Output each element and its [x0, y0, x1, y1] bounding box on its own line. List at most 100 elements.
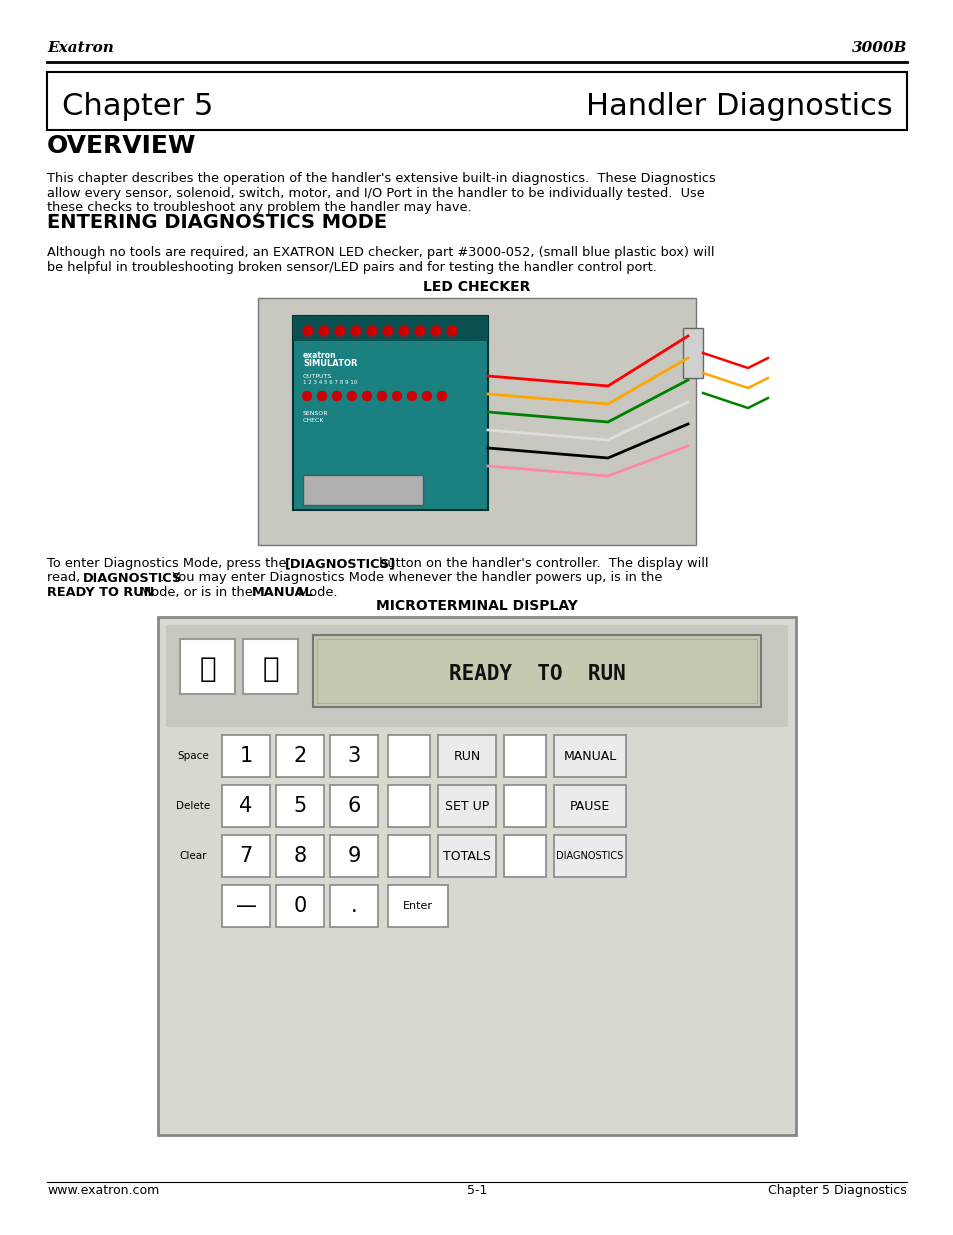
- Bar: [503, 835, 545, 877]
- Bar: [158, 618, 795, 1135]
- Bar: [437, 835, 496, 877]
- Circle shape: [333, 391, 341, 400]
- Text: 2: 2: [294, 746, 306, 766]
- Bar: [316, 638, 757, 703]
- Text: button on the handler's controller.  The display will: button on the handler's controller. The …: [375, 557, 708, 571]
- Bar: [303, 475, 422, 505]
- Bar: [293, 316, 488, 341]
- Bar: [388, 885, 448, 927]
- Circle shape: [447, 326, 456, 336]
- Circle shape: [431, 326, 440, 336]
- Circle shape: [347, 391, 356, 400]
- Bar: [275, 835, 324, 877]
- Text: SENSOR: SENSOR: [303, 411, 328, 416]
- Bar: [503, 735, 545, 777]
- Text: PAUSE: PAUSE: [569, 799, 610, 813]
- Text: 1: 1: [239, 746, 253, 766]
- Bar: [330, 885, 377, 927]
- Text: OVERVIEW: OVERVIEW: [47, 135, 196, 158]
- Text: This chapter describes the operation of the handler's extensive built-in diagnos: This chapter describes the operation of …: [47, 172, 715, 185]
- Text: DIAGNOSTICS: DIAGNOSTICS: [556, 851, 623, 861]
- Text: READY TO RUN: READY TO RUN: [47, 585, 154, 599]
- Bar: [47, 72, 906, 130]
- Bar: [222, 885, 270, 927]
- Bar: [180, 638, 234, 694]
- Text: DIAGNOSTICS: DIAGNOSTICS: [83, 572, 182, 584]
- Bar: [330, 835, 377, 877]
- Text: SET UP: SET UP: [444, 799, 489, 813]
- Text: 4: 4: [239, 797, 253, 816]
- Text: Clear: Clear: [179, 851, 207, 861]
- Circle shape: [302, 391, 312, 400]
- Text: Mode.: Mode.: [294, 585, 337, 599]
- Text: RUN: RUN: [453, 750, 480, 762]
- Text: .: .: [351, 897, 357, 916]
- Circle shape: [367, 326, 376, 336]
- Bar: [682, 329, 702, 378]
- Text: 8: 8: [294, 846, 306, 866]
- Bar: [222, 735, 270, 777]
- Circle shape: [422, 391, 431, 400]
- Text: Although no tools are required, an EXATRON LED checker, part #3000-052, (small b: Although no tools are required, an EXATR…: [47, 246, 714, 259]
- Circle shape: [317, 391, 326, 400]
- Bar: [275, 885, 324, 927]
- Text: allow every sensor, solenoid, switch, motor, and I/O Port in the handler to be i: allow every sensor, solenoid, switch, mo…: [47, 186, 704, 200]
- Circle shape: [437, 391, 446, 400]
- Text: MANUAL: MANUAL: [252, 585, 314, 599]
- Text: be helpful in troubleshooting broken sensor/LED pairs and for testing the handle: be helpful in troubleshooting broken sen…: [47, 261, 657, 273]
- Circle shape: [407, 391, 416, 400]
- Circle shape: [398, 326, 409, 336]
- Text: these checks to troubleshoot any problem the handler may have.: these checks to troubleshoot any problem…: [47, 201, 471, 214]
- Text: TOTALS: TOTALS: [442, 850, 491, 862]
- Circle shape: [392, 391, 401, 400]
- Bar: [166, 625, 787, 727]
- Text: Chapter 5 Diagnostics: Chapter 5 Diagnostics: [767, 1184, 906, 1197]
- Circle shape: [377, 391, 386, 400]
- Bar: [222, 835, 270, 877]
- Bar: [437, 735, 496, 777]
- Text: Delete: Delete: [175, 802, 210, 811]
- Circle shape: [303, 326, 313, 336]
- Text: MANUAL: MANUAL: [563, 750, 616, 762]
- Bar: [257, 298, 696, 545]
- Text: Chapter 5: Chapter 5: [62, 91, 213, 121]
- Bar: [554, 735, 625, 777]
- Bar: [275, 735, 324, 777]
- Bar: [388, 835, 430, 877]
- Bar: [437, 785, 496, 827]
- Bar: [275, 785, 324, 827]
- Text: Mode, or is in the: Mode, or is in the: [136, 585, 256, 599]
- Circle shape: [351, 326, 360, 336]
- Circle shape: [362, 391, 371, 400]
- Bar: [388, 735, 430, 777]
- Text: 3: 3: [347, 746, 360, 766]
- Bar: [503, 785, 545, 827]
- Text: MICROTERMINAL DISPLAY: MICROTERMINAL DISPLAY: [375, 599, 578, 613]
- Text: LED CHECKER: LED CHECKER: [423, 280, 530, 294]
- Text: read,: read,: [47, 572, 84, 584]
- Text: 9: 9: [347, 846, 360, 866]
- Bar: [388, 785, 430, 827]
- Text: exatron: exatron: [303, 351, 336, 359]
- Bar: [222, 785, 270, 827]
- Text: .  You may enter Diagnostics Mode whenever the handler powers up, is in the: . You may enter Diagnostics Mode wheneve…: [160, 572, 661, 584]
- Bar: [554, 785, 625, 827]
- Text: OUTPUTS: OUTPUTS: [303, 374, 332, 379]
- Bar: [330, 785, 377, 827]
- Text: 〉: 〉: [262, 655, 278, 683]
- Text: ENTERING DIAGNOSTICS MODE: ENTERING DIAGNOSTICS MODE: [47, 212, 387, 232]
- Text: Exatron: Exatron: [47, 41, 113, 56]
- Text: 7: 7: [239, 846, 253, 866]
- Text: 0: 0: [294, 897, 306, 916]
- Text: —: —: [235, 897, 256, 916]
- Bar: [293, 316, 488, 510]
- Bar: [330, 735, 377, 777]
- Circle shape: [318, 326, 329, 336]
- Text: SIMULATOR: SIMULATOR: [303, 359, 357, 368]
- Text: 5: 5: [294, 797, 306, 816]
- Bar: [554, 835, 625, 877]
- Text: 6: 6: [347, 797, 360, 816]
- Text: READY  TO  RUN: READY TO RUN: [448, 664, 625, 684]
- Circle shape: [415, 326, 424, 336]
- Text: Space: Space: [177, 751, 209, 761]
